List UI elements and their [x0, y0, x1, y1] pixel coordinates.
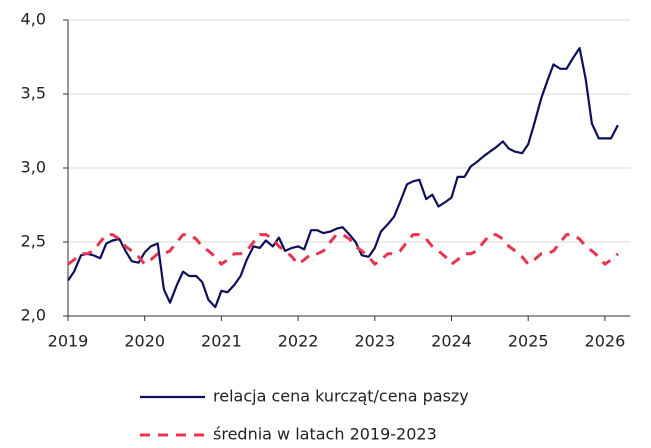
- series-line: [67, 233, 619, 266]
- x-tick-label: 2020: [124, 332, 165, 351]
- x-tick-label: 2023: [354, 332, 395, 351]
- legend-label: relacja cena kurcząt/cena paszy: [213, 387, 469, 406]
- x-tick-label: 2024: [431, 332, 472, 351]
- x-tick-label: 2019: [48, 332, 89, 351]
- x-tick-label: 2026: [585, 332, 626, 351]
- y-tick-label: 3,5: [21, 84, 46, 103]
- y-tick-label: 4,0: [21, 10, 46, 29]
- y-tick-label: 3,0: [21, 158, 46, 177]
- x-tick-label: 2021: [201, 332, 242, 351]
- series-line: [67, 47, 619, 309]
- legend-label: średnia w latach 2019-2023: [213, 425, 437, 444]
- y-tick-label: 2,0: [21, 306, 46, 325]
- y-tick-label: 2,5: [21, 232, 46, 251]
- x-tick-label: 2022: [278, 332, 319, 351]
- x-tick-label: 2025: [508, 332, 549, 351]
